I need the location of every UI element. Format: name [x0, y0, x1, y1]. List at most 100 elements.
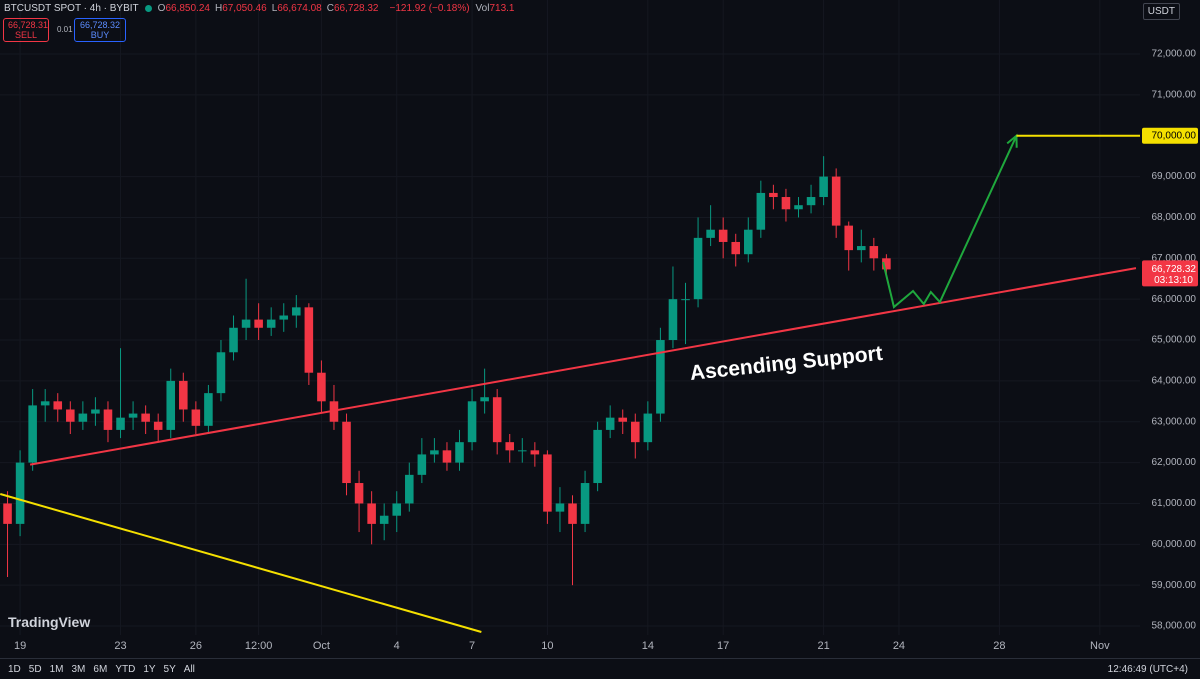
range-button[interactable]: 1M: [49, 664, 64, 675]
candle-body: [204, 393, 213, 426]
candle-body: [153, 421, 163, 430]
spread: 0.01: [57, 25, 73, 34]
candle-body: [806, 197, 816, 206]
candle-body: [179, 380, 188, 410]
candle-body: [530, 450, 540, 455]
candle-body: [744, 229, 753, 255]
x-tick-label: 23: [114, 640, 126, 652]
candle-body: [379, 515, 389, 524]
volume-value: 713.1: [489, 3, 515, 14]
sell-price: 66,728.31: [8, 20, 49, 30]
range-button[interactable]: 1D: [8, 664, 21, 675]
projection-path: [882, 135, 1018, 309]
ohlc-key: O: [157, 3, 166, 14]
candle-body: [731, 241, 741, 255]
candle-body: [656, 340, 665, 414]
candle-body: [605, 417, 615, 430]
sell-label: SELL: [14, 30, 38, 40]
x-tick-label: 7: [469, 640, 475, 652]
ohlc-value: 66,728.32: [333, 3, 379, 14]
candle-body: [593, 429, 602, 484]
candle-body: [229, 327, 238, 353]
trend-line: [0, 493, 482, 633]
candle-body: [518, 450, 527, 452]
range-button[interactable]: All: [183, 664, 195, 675]
range-button[interactable]: 5Y: [163, 664, 176, 675]
candle-body: [555, 503, 565, 512]
candle-body: [882, 258, 891, 270]
candle-body: [819, 176, 828, 198]
y-tick-label: 62,000.00: [1152, 457, 1197, 468]
candle-body: [442, 450, 452, 463]
ohlc-key: L: [271, 3, 278, 14]
ohlc-value: 66,850.24: [165, 3, 210, 14]
y-tick-label: 65,000.00: [1152, 335, 1197, 346]
y-tick-label: 59,000.00: [1152, 580, 1197, 591]
sell-button[interactable]: 66,728.31 SELL: [3, 18, 49, 42]
last-price-bg: [1142, 260, 1198, 287]
candle-body: [718, 229, 728, 242]
candle-body: [166, 380, 176, 430]
candle-body: [455, 442, 464, 463]
y-tick-label: 64,000.00: [1152, 376, 1197, 387]
currency[interactable]: USDT: [1142, 3, 1180, 20]
y-tick-label: 61,000.00: [1152, 498, 1197, 509]
ohlc-item: O66,850.24: [158, 3, 210, 14]
candle-body: [844, 225, 853, 251]
y-tick-label: 67,000.00: [1152, 253, 1197, 264]
x-tick-label: 14: [642, 640, 654, 652]
candle-body: [643, 413, 653, 443]
candle-body: [668, 299, 678, 341]
y-tick-label: 72,000.00: [1152, 49, 1197, 60]
ohlc-item: L66,674.08: [272, 3, 322, 14]
range-button[interactable]: 5D: [28, 664, 42, 675]
candle-body: [116, 417, 125, 430]
symbol: BTCUSDT SPOT · 4h · BYBIT: [4, 3, 139, 14]
x-tick-label: 4: [394, 640, 400, 652]
range-button[interactable]: 1Y: [143, 664, 156, 675]
x-tick-label: 17: [717, 640, 729, 652]
candle-body: [53, 401, 63, 410]
buy-button[interactable]: 66,728.32 BUY: [74, 18, 126, 42]
candle-body: [367, 503, 376, 524]
candle-body: [304, 307, 314, 373]
x-tick-label: 12:00: [245, 640, 273, 652]
candle-body: [631, 421, 640, 443]
x-tick-label: 28: [993, 640, 1005, 652]
candle-body: [292, 307, 301, 316]
target-label-bg: [1142, 127, 1198, 144]
candle-body: [128, 413, 138, 418]
candle-body: [392, 503, 402, 516]
candle-body: [279, 315, 289, 320]
y-tick-label: 66,000.00: [1152, 294, 1197, 305]
y-tick-label: 71,000.00: [1152, 90, 1197, 101]
candle-body: [794, 205, 803, 210]
range-button[interactable]: 6M: [93, 664, 108, 675]
candle-body: [266, 319, 276, 328]
x-tick-label: 10: [541, 640, 553, 652]
ohlc-item: H67,050.46: [215, 3, 267, 14]
candle-body: [40, 401, 50, 406]
range-button[interactable]: YTD: [115, 664, 136, 675]
candle-body: [580, 483, 590, 524]
support-line: [29, 267, 1137, 466]
candle-body: [241, 319, 251, 328]
ohlc: O66,850.24 H67,050.46 L66,674.08 C66,728.32: [158, 3, 384, 14]
candle-body: [216, 352, 226, 394]
candle-body: [191, 409, 201, 426]
y-tick-label: 58,000.00: [1152, 621, 1197, 632]
range-button[interactable]: 3M: [71, 664, 86, 675]
y-tick-label: 68,000.00: [1152, 212, 1197, 223]
candle-body: [254, 319, 263, 328]
ohlc-key: C: [326, 3, 334, 14]
toolbar: 1D 5D 1M 3M 6M YTD 1Y 5Y All 12:46:49 (UTC+4): [0, 658, 1200, 679]
candle-body: [405, 474, 414, 504]
target-label: 70,000.00: [1152, 130, 1197, 141]
candle-body: [857, 246, 866, 251]
x-tick-label: 26: [190, 640, 202, 652]
x-tick-label: 24: [893, 640, 905, 652]
y-tick-label: 63,000.00: [1152, 416, 1197, 427]
candle-body: [103, 409, 113, 430]
legend: BTCUSDT SPOT · 4h · BYBIT O66,850.24 H67,…: [4, 3, 514, 14]
